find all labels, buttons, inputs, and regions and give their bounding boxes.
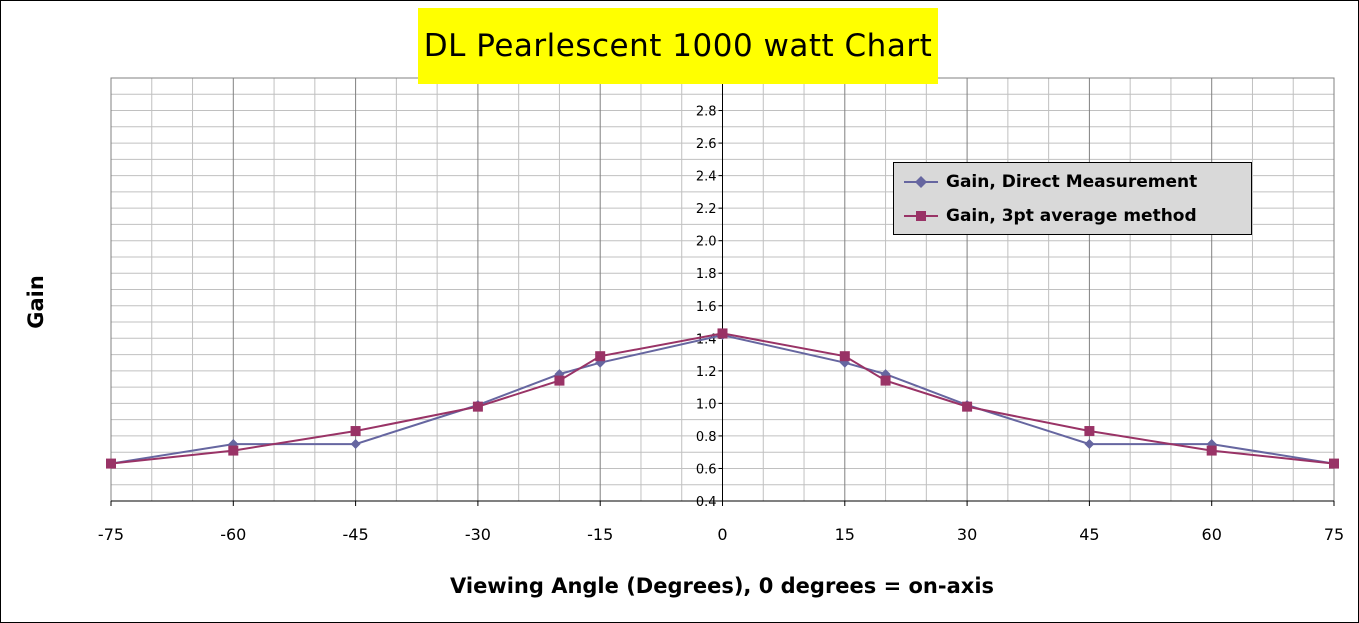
x-tick-label: -45 <box>343 525 369 544</box>
data-point-square <box>1206 445 1217 456</box>
y-tick-label: 1.0 <box>696 397 717 412</box>
data-point-square <box>595 351 606 362</box>
y-tick-label: 1.6 <box>696 300 717 315</box>
legend-item-3pt: Gain, 3pt average method <box>904 203 1197 229</box>
y-tick-label: 2.0 <box>696 235 717 250</box>
x-axis-label: Viewing Angle (Degrees), 0 degrees = on-… <box>449 574 995 598</box>
x-tick-label: -60 <box>220 525 246 544</box>
y-tick-label: 1.2 <box>696 365 717 380</box>
data-point-square <box>106 458 116 469</box>
y-tick-label: 0.8 <box>696 430 717 445</box>
x-tick-label: -15 <box>587 525 613 544</box>
y-tick-label: 0.4 <box>696 495 717 510</box>
data-point-square <box>880 375 891 386</box>
y-tick-label: 1.8 <box>696 267 717 282</box>
series-1 <box>106 328 1339 469</box>
title-box: DL Pearlescent 1000 watt Chart <box>418 8 938 84</box>
y-axis-label: Gain <box>24 275 48 329</box>
x-tick-label: 45 <box>1079 525 1099 544</box>
x-tick-label: -30 <box>465 525 491 544</box>
legend-item-direct: Gain, Direct Measurement <box>904 169 1197 195</box>
data-point-square <box>228 445 239 456</box>
y-tick-label: 2.6 <box>696 137 717 152</box>
legend-marker-diamond <box>904 176 938 188</box>
y-tick-label: 0.6 <box>696 462 717 477</box>
data-point-diamond <box>350 439 361 450</box>
legend-label-direct: Gain, Direct Measurement <box>946 172 1198 192</box>
legend: Gain, Direct Measurement Gain, 3pt avera… <box>893 162 1252 235</box>
x-tick-label: 60 <box>1202 525 1222 544</box>
data-point-square <box>472 401 483 412</box>
data-point-square <box>350 426 361 437</box>
data-point-square <box>717 328 728 339</box>
data-point-square <box>554 375 565 386</box>
x-tick-label: 75 <box>1324 525 1344 544</box>
data-point-diamond <box>1084 439 1095 450</box>
x-tick-label: 0 <box>717 525 727 544</box>
data-point-square <box>1329 458 1339 469</box>
x-tick-label: 30 <box>957 525 977 544</box>
x-tick-label: -75 <box>98 525 124 544</box>
data-point-square <box>962 401 973 412</box>
data-point-square <box>1084 426 1095 437</box>
y-tick-label: 2.4 <box>696 170 717 185</box>
data-point-square <box>839 351 850 362</box>
y-tick-label: 2.8 <box>696 105 717 120</box>
legend-label-3pt: Gain, 3pt average method <box>946 206 1197 226</box>
legend-marker-square <box>904 211 938 221</box>
x-tick-label: 15 <box>835 525 855 544</box>
series <box>106 328 1339 469</box>
chart-title: DL Pearlescent 1000 watt Chart <box>423 28 933 64</box>
y-tick-label: 2.2 <box>696 202 717 217</box>
